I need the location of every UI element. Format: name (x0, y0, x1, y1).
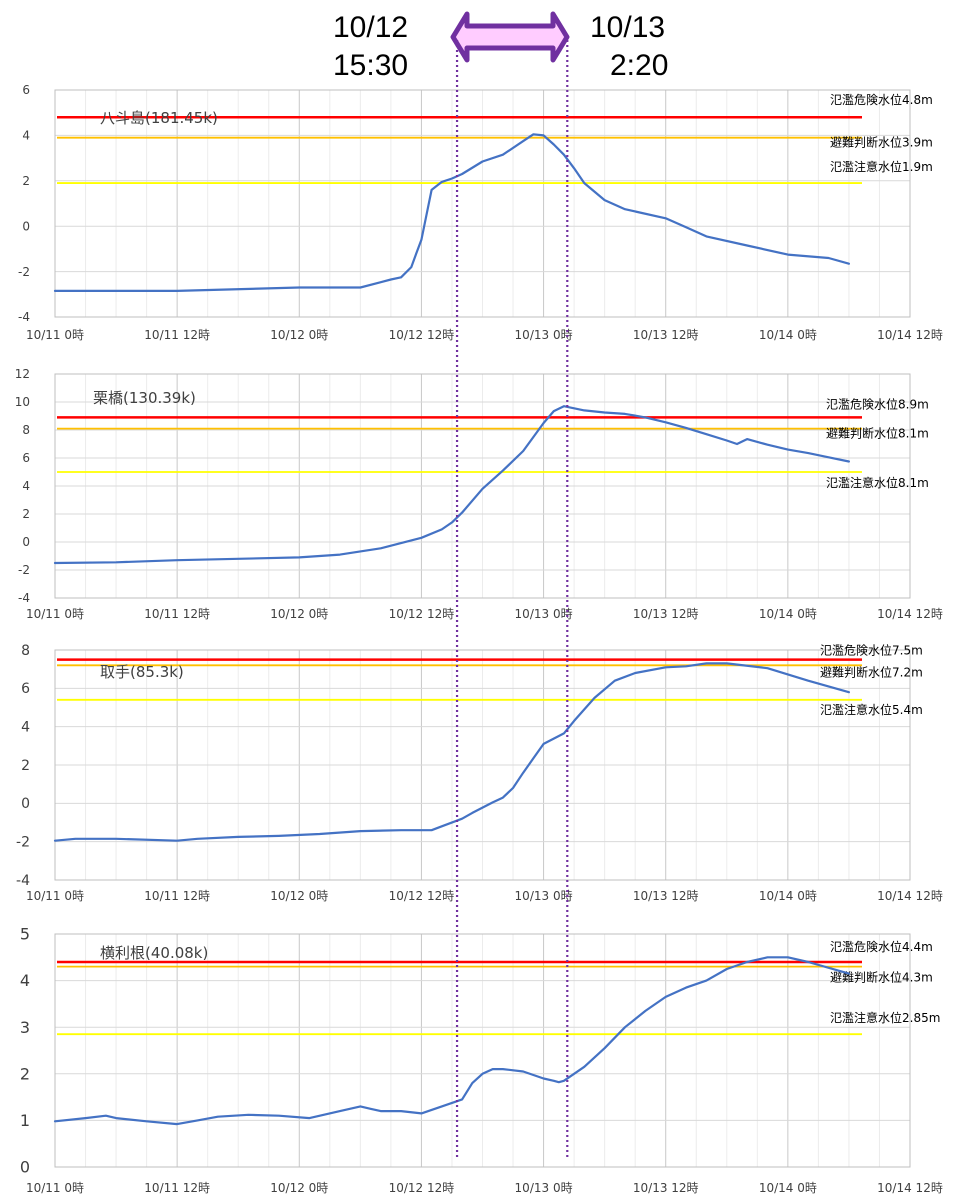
threshold-label-evacuation: 避難判断水位4.3m (830, 970, 933, 985)
x-tick-label: 10/12 12時 (389, 889, 455, 903)
x-tick-label: 10/14 12時 (877, 1181, 943, 1195)
y-tick-label: 0 (20, 1158, 30, 1177)
x-tick-label: 10/13 12時 (633, 607, 699, 621)
x-tick-label: 10/12 12時 (389, 1181, 455, 1195)
x-tick-label: 10/11 12時 (144, 607, 210, 621)
y-tick-label: -4 (18, 310, 30, 324)
y-tick-label: 0 (22, 219, 30, 233)
x-tick-label: 10/12 0時 (270, 328, 328, 342)
y-tick-label: -4 (16, 873, 30, 889)
x-tick-label: 10/11 0時 (26, 1181, 84, 1195)
water-level-series-line (53, 956, 851, 1126)
y-tick-label: 2 (20, 1064, 30, 1083)
double-arrow-shape (450, 11, 570, 63)
y-tick-label: 12 (15, 367, 30, 381)
x-tick-label: 10/11 12時 (144, 1181, 210, 1195)
plot-frame (54, 89, 911, 318)
y-tick-label: 10 (15, 395, 30, 409)
x-tick-label: 10/11 12時 (144, 328, 210, 342)
y-tick-label: -2 (18, 563, 30, 577)
water-level-series-line (53, 662, 851, 842)
threshold-label-evacuation: 避難判断水位8.1m (826, 426, 929, 441)
x-tick-label: 10/13 0時 (515, 328, 573, 342)
chart-panel-2: -4 -2 0 2 4 6 8 10 12 10/11 0時 10/11 12時 10/12 0時 10… (15, 367, 943, 621)
y-tick-label: -2 (18, 265, 30, 279)
chart-panel-4: 0 1 2 3 4 5 10/11 0時 10/11 12時 10/12 0時 10/12 12時… (20, 925, 943, 1195)
x-tick-label: 10/11 0時 (26, 607, 84, 621)
y-tick-label: 1 (20, 1111, 30, 1130)
y-tick-label: 0 (21, 796, 30, 812)
threshold-label-danger: 氾濫危険水位4.8m (830, 92, 933, 107)
station-label: 栗橋(130.39k) (93, 389, 196, 407)
x-tick-label: 10/13 12時 (633, 328, 699, 342)
time-window-arrow (450, 11, 570, 63)
x-tick-label: 10/12 0時 (270, 889, 328, 903)
water-level-series-line (53, 405, 851, 565)
threshold-label-danger: 氾濫危険水位7.5m (820, 643, 923, 658)
x-tick-label: 10/13 0時 (515, 1181, 573, 1195)
y-tick-label: -2 (16, 835, 30, 851)
y-tick-label: 4 (22, 129, 30, 143)
x-tick-label: 10/12 12時 (389, 328, 455, 342)
plot-frame (54, 649, 911, 881)
station-label: 横利根(40.08k) (100, 944, 208, 962)
x-tick-label: 10/13 12時 (633, 889, 699, 903)
x-tick-label: 10/14 0時 (759, 889, 817, 903)
x-tick-label: 10/11 0時 (26, 889, 84, 903)
threshold-label-warning: 氾濫注意水位8.1m (826, 475, 929, 490)
y-tick-label: 5 (20, 925, 30, 944)
end-time-label: 2:20 (610, 49, 669, 82)
x-tick-label: 10/11 12時 (144, 889, 210, 903)
y-tick-label: 6 (22, 83, 30, 97)
station-label: 取手(85.3k) (100, 663, 184, 681)
x-tick-label: 10/14 0時 (759, 328, 817, 342)
x-tick-label: 10/14 12時 (877, 889, 943, 903)
x-tick-label: 10/13 0時 (515, 607, 573, 621)
y-tick-label: 3 (20, 1018, 30, 1037)
plot-frame (54, 933, 911, 1168)
y-tick-label: 8 (22, 423, 30, 437)
x-tick-label: 10/14 0時 (759, 1181, 817, 1195)
y-tick-label: 4 (20, 971, 30, 990)
plot-frame (54, 373, 911, 599)
y-tick-label: 6 (22, 451, 30, 465)
x-tick-label: 10/13 0時 (515, 889, 573, 903)
water-level-series-line (53, 133, 851, 292)
y-tick-label: 8 (21, 643, 30, 659)
y-tick-label: 6 (21, 681, 30, 697)
x-tick-label: 10/14 12時 (877, 328, 943, 342)
x-tick-label: 10/12 0時 (270, 1181, 328, 1195)
y-tick-label: 2 (22, 174, 30, 188)
x-tick-label: 10/13 12時 (633, 1181, 699, 1195)
chart-panel-1: -4 -2 0 2 4 6 10/11 0時 10/11 12時 10/12 0時 10/12 1… (18, 83, 943, 342)
threshold-label-warning: 氾濫注意水位5.4m (820, 702, 923, 717)
threshold-label-warning: 氾濫注意水位2.85m (830, 1010, 940, 1025)
y-tick-label: -4 (18, 591, 30, 605)
x-tick-label: 10/12 0時 (270, 607, 328, 621)
y-tick-label: 0 (22, 535, 30, 549)
start-time-label: 15:30 (333, 49, 409, 82)
y-tick-label: 4 (21, 720, 30, 736)
chart-panel-3: -4 -2 0 2 4 6 8 10/11 0時 10/11 12時 10/12 0時 10/12 … (16, 643, 943, 903)
threshold-label-warning: 氾濫注意水位1.9m (830, 159, 933, 174)
station-label: 八斗島(181.45k) (100, 109, 218, 127)
start-date-label: 10/12 (333, 11, 409, 44)
x-tick-label: 10/14 0時 (759, 607, 817, 621)
threshold-label-evacuation: 避難判断水位3.9m (830, 135, 933, 150)
y-tick-label: 4 (22, 479, 30, 493)
x-tick-label: 10/14 12時 (877, 607, 943, 621)
y-tick-label: 2 (22, 507, 30, 521)
y-tick-label: 2 (21, 758, 30, 774)
x-tick-label: 10/12 12時 (389, 607, 455, 621)
x-tick-label: 10/11 0時 (26, 328, 84, 342)
end-date-label: 10/13 (590, 11, 666, 44)
threshold-label-danger: 氾濫危険水位8.9m (826, 396, 929, 411)
threshold-label-evacuation: 避難判断水位7.2m (820, 664, 923, 679)
threshold-label-danger: 氾濫危険水位4.4m (830, 939, 933, 954)
